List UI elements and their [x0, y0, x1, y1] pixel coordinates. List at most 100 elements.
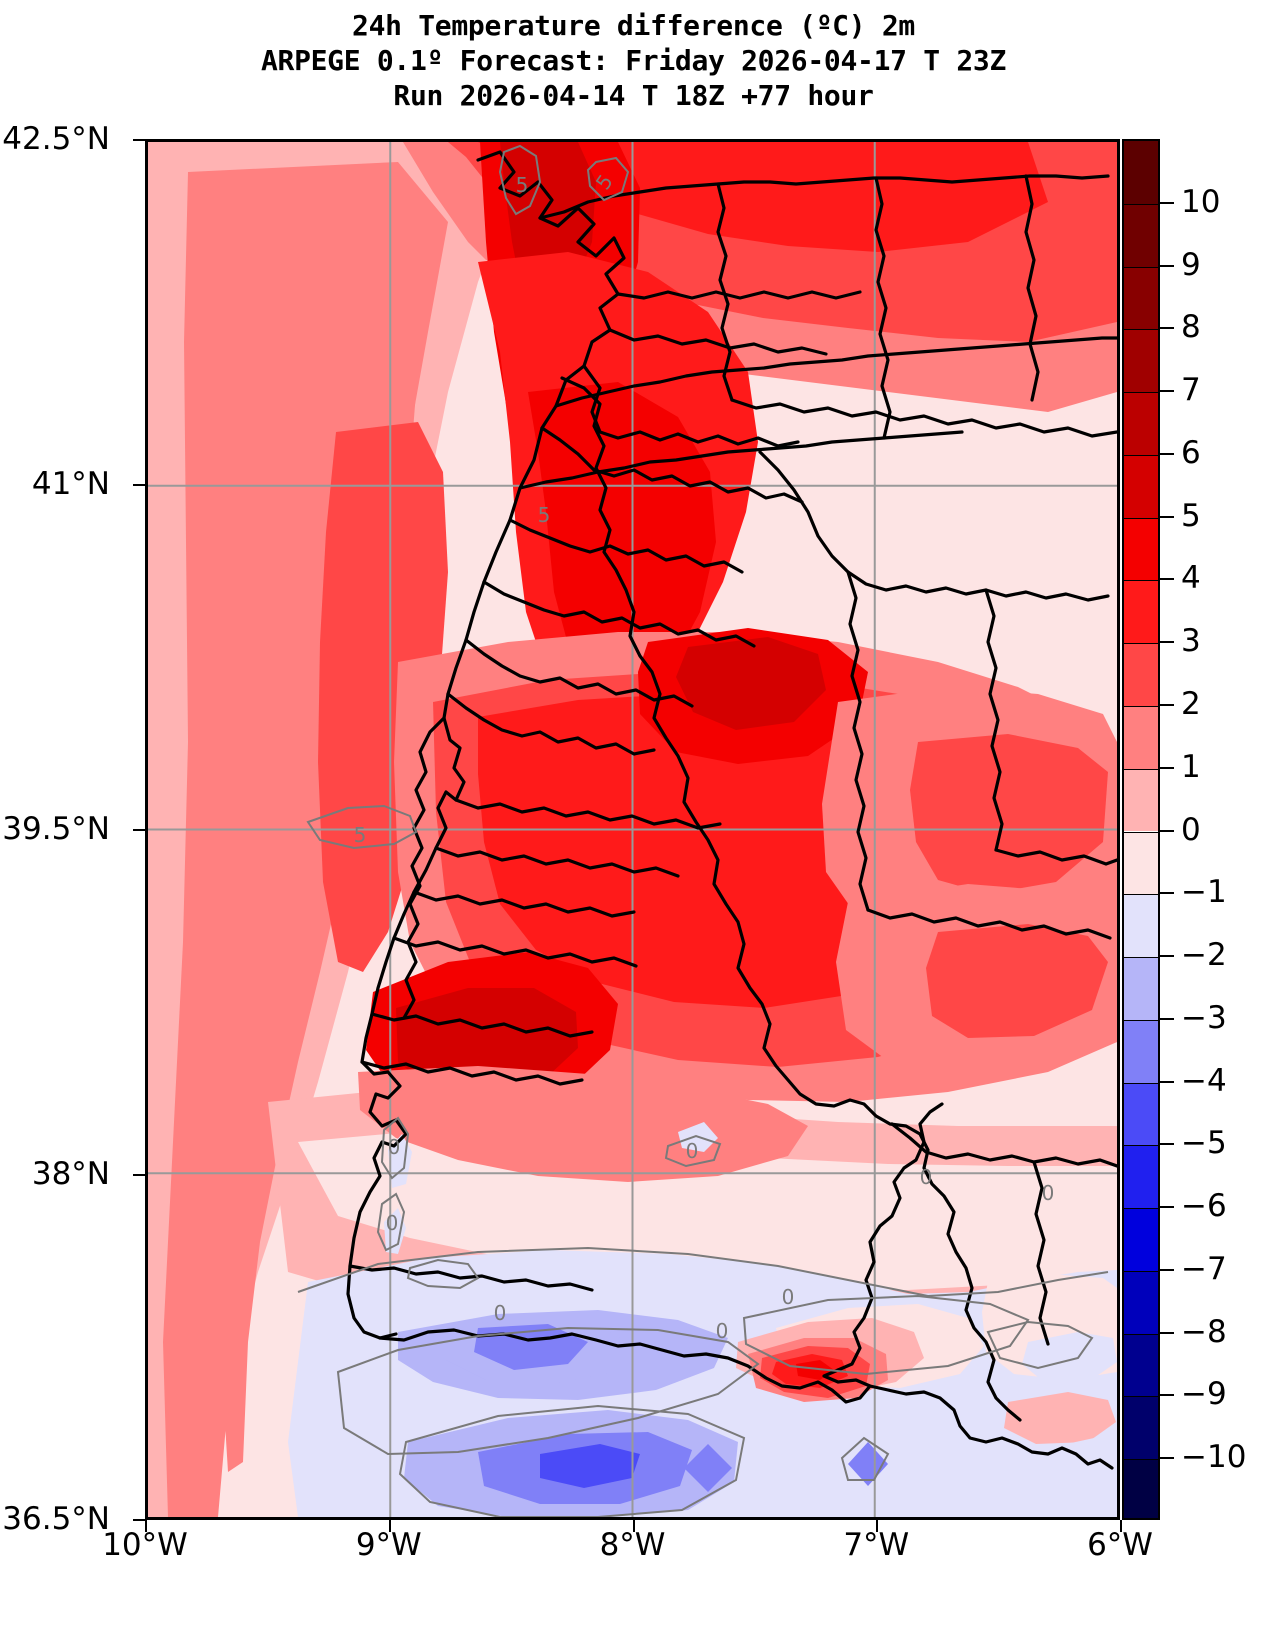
colorbar-band	[1124, 1208, 1158, 1271]
patch-deepest-red-ne	[676, 637, 826, 730]
colorbar-tick-label: 7	[1181, 372, 1201, 409]
border-north-spain	[538, 174, 1110, 220]
colorbar-tick-label: 2	[1181, 685, 1201, 722]
ytick-mark	[133, 1174, 145, 1176]
patch-extremadura-core	[926, 924, 1108, 1038]
colorbar-band	[1124, 517, 1158, 581]
ytick-label-42-5N: 42.5°N	[2, 121, 110, 157]
colorbar-band	[1124, 1333, 1158, 1397]
colorbar-tick-mark	[1160, 201, 1174, 204]
border-district-n6	[482, 580, 756, 648]
colorbar-band	[1124, 1270, 1158, 1334]
colorbar-band-divider	[1124, 517, 1158, 519]
colorbar-tick-mark	[1160, 1331, 1174, 1334]
contour-label-0: 0	[494, 1301, 507, 1325]
border-district-algarve	[348, 1264, 594, 1292]
border-district-c4	[434, 846, 680, 878]
border-sp-prov-1	[716, 182, 734, 402]
colorbar-tick-label: −10	[1181, 1439, 1247, 1476]
colorbar-tick-label: −2	[1181, 937, 1227, 974]
colorbar-tick-label: 9	[1181, 246, 1201, 283]
colorbar-tick-mark	[1160, 452, 1174, 455]
colorbar-tick-label: −6	[1181, 1188, 1227, 1225]
colorbar-band-divider	[1124, 1145, 1158, 1147]
colorbar-band-divider	[1124, 705, 1158, 707]
border-district-n4	[540, 426, 804, 504]
contour-label-0: 0	[388, 1135, 401, 1159]
temperature-difference-field: 5 5 5 5 0 0 0 0 0 0 0 0	[148, 142, 1117, 1517]
border-district-coastalstrip	[402, 716, 446, 1020]
ytick-mark	[133, 1519, 145, 1521]
colorbar-tick-mark	[1160, 264, 1174, 267]
ytick-mark	[133, 484, 145, 486]
colorbar-band-divider	[1124, 957, 1158, 959]
colorbar-band-divider	[1124, 266, 1158, 268]
xtick-mark	[388, 1520, 391, 1532]
colorbar-band	[1124, 454, 1158, 518]
colorbar-tick-mark	[1160, 1268, 1174, 1271]
colorbar-tick-label: −9	[1181, 1376, 1227, 1413]
colorbar-band-divider	[1124, 831, 1158, 833]
border-sp-prov-11	[1032, 1160, 1050, 1346]
coastline-and-borders	[346, 150, 1117, 1470]
border-district-n1	[616, 290, 862, 300]
title-line-3: Run 2026-04-14 T 18Z +77 hour	[393, 79, 874, 112]
colorbar-tick-label: −8	[1181, 1313, 1227, 1350]
colorbar-band-divider	[1124, 643, 1158, 645]
colorbar-band-divider	[1124, 203, 1158, 205]
colorbar-band	[1124, 141, 1158, 204]
colorbar-band-divider	[1124, 1270, 1158, 1272]
contour-label-5: 5	[354, 823, 367, 847]
colorbar-tick-label: −7	[1181, 1250, 1227, 1287]
patch-neg-south-deepest	[540, 1444, 640, 1488]
colorbar-band	[1124, 1145, 1158, 1209]
border-district-c5	[412, 890, 636, 918]
coastline-cadiz	[868, 1384, 1114, 1470]
colorbar-band	[1124, 1459, 1158, 1518]
colorbar-band-divider	[1124, 1208, 1158, 1210]
map-clip: 5 5 5 5 0 0 0 0 0 0 0 0	[148, 142, 1117, 1517]
colorbar-band-divider	[1124, 1459, 1158, 1461]
contour-label-0: 0	[686, 1139, 699, 1163]
xtick-label-7W: 7°W	[843, 1527, 910, 1563]
xtick-mark	[1120, 1520, 1122, 1532]
patch-gib-blue	[1022, 1332, 1117, 1382]
colorbar-band	[1124, 643, 1158, 706]
colorbar-tick-mark	[1160, 1457, 1174, 1460]
colorbar-tick-label: 6	[1181, 434, 1201, 471]
colorbar-band	[1124, 768, 1158, 832]
patch-se-strip2	[1004, 1392, 1116, 1444]
colorbar-tick-mark	[1160, 578, 1174, 581]
title-line-2: ARPEGE 0.1º Forecast: Friday 2026-04-17 …	[260, 44, 1007, 77]
colorbar-band-divider	[1124, 392, 1158, 394]
xtick-label-6W: 6°W	[1087, 1527, 1153, 1563]
border-district-s2	[360, 1060, 584, 1086]
coastline-west	[346, 150, 626, 1340]
border-district-n3	[582, 364, 800, 448]
patch-alentejo	[358, 1066, 808, 1182]
colorbar-tick-mark	[1160, 829, 1174, 832]
colorbar-tick-mark	[1160, 766, 1174, 769]
xtick-label-8W: 8°W	[599, 1527, 666, 1563]
colorbar-tick-label: −5	[1181, 1125, 1227, 1162]
colorbar-tick-label: −1	[1181, 874, 1227, 911]
colorbar-tick-mark	[1160, 1143, 1174, 1146]
xtick-mark	[876, 1520, 879, 1532]
colorbar-band	[1124, 580, 1158, 644]
band-east-central-mid	[910, 734, 1108, 894]
border-sp-prov-4	[730, 398, 1117, 438]
colorbar-band-divider	[1124, 329, 1158, 331]
colorbar-tick-label: −3	[1181, 999, 1227, 1036]
colorbar-band	[1124, 831, 1158, 895]
border-subregion-2	[518, 430, 964, 490]
patch-gib-blue2	[1046, 1438, 1117, 1494]
colorbar-band	[1124, 705, 1158, 769]
contour-label-0: 0	[782, 1285, 795, 1309]
contour-label-0: 0	[716, 1319, 729, 1343]
colorbar-band	[1124, 1082, 1158, 1146]
border-sp-prov-5	[758, 450, 1110, 602]
colorbar-tick-mark	[1160, 1394, 1174, 1397]
colorbar-band	[1124, 957, 1158, 1020]
border-district-c1	[464, 638, 694, 708]
colorbar-band-divider	[1124, 1082, 1158, 1084]
